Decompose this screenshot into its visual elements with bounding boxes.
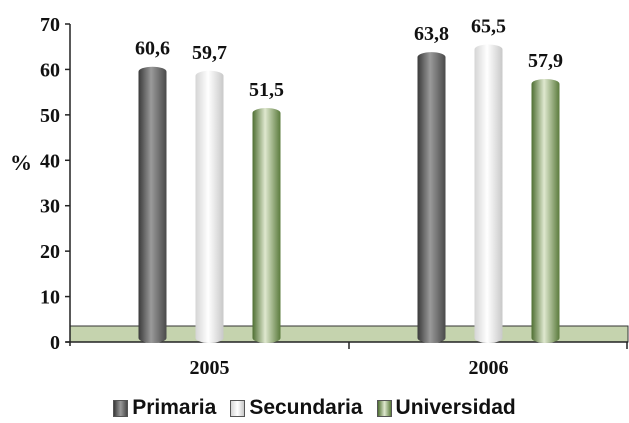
y-tick-label: 50 (40, 105, 60, 127)
bar-primaria-2006 (417, 52, 446, 344)
data-label: 63,8 (414, 23, 449, 45)
y-tick-label: 70 (40, 14, 60, 36)
y-axis-label: % (10, 150, 32, 175)
legend: Primaria Secundaria Universidad (0, 396, 629, 420)
data-label: 60,6 (135, 38, 170, 60)
data-label: 57,9 (528, 50, 563, 72)
y-tick-label: 30 (40, 196, 60, 218)
legend-item-primaria: Primaria (113, 396, 216, 420)
y-tick-label: 0 (50, 332, 60, 354)
y-tick-label: 10 (40, 287, 60, 309)
legend-item-universidad: Universidad (376, 396, 516, 420)
bar-secundaria-2005 (195, 70, 224, 343)
data-label: 65,5 (471, 15, 506, 37)
x-tick-label: 2005 (190, 357, 230, 379)
bar-universidad-2005 (252, 108, 281, 343)
legend-swatch (230, 399, 246, 417)
legend-swatch (113, 399, 129, 417)
legend-item-secundaria: Secundaria (230, 396, 363, 420)
legend-label: Secundaria (249, 396, 363, 419)
bars (138, 44, 560, 344)
y-tick-label: 40 (40, 150, 60, 172)
y-tick-label: 60 (40, 59, 60, 81)
bar-primaria-2005 (138, 66, 167, 344)
axes: 0 10 20 30 40 50 60 70 2005 2006 (40, 14, 628, 379)
data-labels: 60,6 59,7 51,5 63,8 65,5 57,9 (135, 15, 563, 101)
legend-label: Universidad (395, 396, 516, 419)
data-label: 51,5 (249, 79, 284, 101)
bar-universidad-2006 (531, 78, 560, 344)
legend-label: Primaria (132, 396, 217, 419)
data-label: 59,7 (192, 42, 227, 64)
x-tick-label: 2006 (469, 357, 509, 379)
legend-swatch (376, 399, 392, 417)
bar-secundaria-2006 (474, 44, 503, 343)
y-tick-label: 20 (40, 241, 60, 263)
